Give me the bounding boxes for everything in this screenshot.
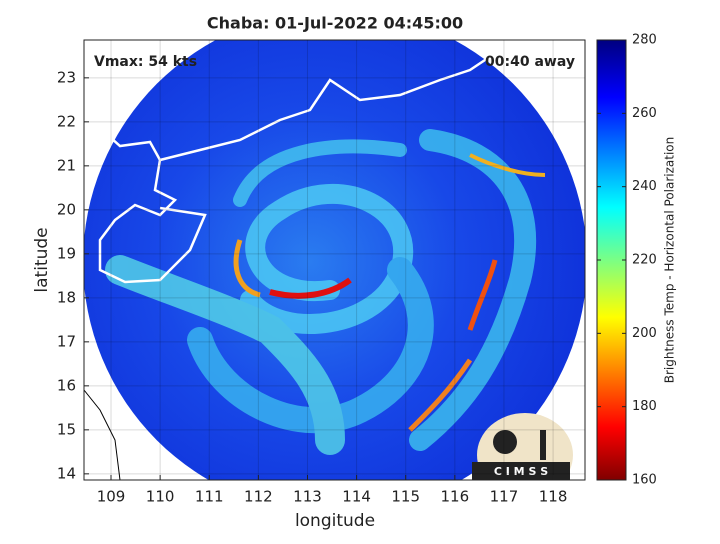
x-tick-label: 109 — [97, 488, 126, 506]
colorbar-tick-label: 160 — [632, 473, 657, 488]
colorbar-tick-label: 220 — [632, 253, 657, 268]
y-tick-label: 17 — [57, 332, 76, 350]
colorbar-tick-label: 180 — [632, 399, 657, 414]
y-tick-label: 21 — [57, 156, 76, 174]
colorbar-tick-label: 240 — [632, 179, 657, 194]
x-tick-label: 117 — [490, 488, 519, 506]
y-axis-label: latitude — [32, 227, 52, 292]
y-tick-label: 20 — [57, 200, 76, 218]
axes-box — [83, 39, 586, 481]
y-tick-label: 16 — [57, 376, 76, 394]
annotation: Vmax: 54 kts — [94, 54, 197, 70]
logo-text: C I M S S — [494, 465, 548, 478]
x-tick-label: 110 — [146, 488, 175, 506]
x-tick-label: 113 — [293, 488, 322, 506]
x-axis-label: longitude — [295, 511, 375, 531]
y-tick-label: 23 — [57, 68, 76, 86]
y-tick-label: 14 — [57, 464, 76, 482]
x-tick-label: 115 — [391, 488, 420, 506]
map-image: C I M S S — [84, 40, 585, 480]
y-tick-label: 15 — [57, 420, 76, 438]
y-tick-label: 19 — [57, 244, 76, 262]
colorbar-label: Brightness Temp - Horizontal Polarizatio… — [663, 137, 677, 384]
y-tick-label: 18 — [57, 288, 76, 306]
colorbar — [596, 39, 627, 481]
colorbar-tick-label: 260 — [632, 106, 657, 121]
logo: C I M S S — [472, 413, 573, 480]
annotation: 00:40 away — [485, 54, 575, 70]
colorbar-tick-label: 200 — [632, 326, 657, 341]
x-tick-label: 112 — [244, 488, 273, 506]
x-tick-label: 114 — [342, 488, 371, 506]
colorbar-tick-label: 280 — [632, 33, 657, 48]
title: Chaba: 01-Jul-2022 04:45:00 — [207, 14, 463, 33]
y-tick-label: 22 — [57, 112, 76, 130]
x-tick-label: 118 — [539, 488, 568, 506]
x-tick-label: 111 — [195, 488, 224, 506]
x-tick-label: 116 — [441, 488, 470, 506]
